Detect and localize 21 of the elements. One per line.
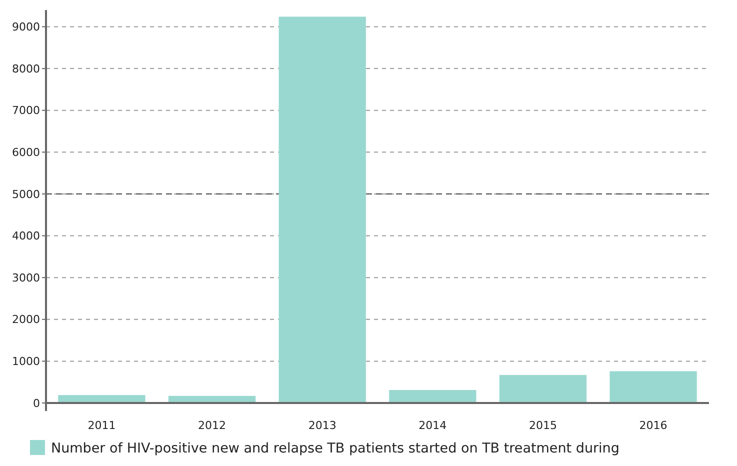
x-tick-label: 2015: [528, 419, 557, 432]
y-tick-label: 0: [33, 396, 40, 410]
x-tick-label: 2011: [88, 419, 116, 432]
y-tick-label: 7000: [12, 104, 40, 118]
x-tick-label: 2014: [418, 419, 447, 432]
y-tick-label: 1000: [12, 355, 40, 368]
y-tick-label: 5000: [12, 188, 40, 201]
y-tick-label: 6000: [12, 146, 40, 159]
bar: [499, 374, 587, 403]
y-tick-label: 2000: [12, 313, 40, 326]
bar: [389, 390, 476, 403]
x-tick-label: 2012: [198, 419, 226, 432]
legend-label: Number of HIV-positive new and relapse TB patients started on TB treatment during: [51, 440, 620, 457]
y-tick-label: 4000: [12, 230, 40, 243]
x-tick-label: 2013: [308, 419, 336, 432]
y-tick-label: 8000: [12, 62, 40, 76]
y-tick-label: 3000: [12, 271, 40, 284]
y-tick-label: 9000: [12, 20, 40, 34]
bar: [610, 371, 697, 403]
x-tick-label: 2016: [639, 419, 668, 432]
bar: [278, 16, 366, 403]
